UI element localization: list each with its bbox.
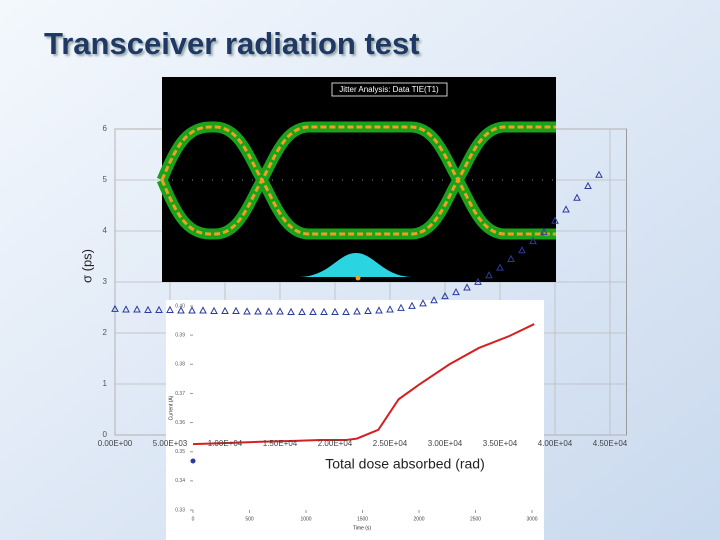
data-line	[192, 323, 535, 446]
eye-histogram	[300, 253, 412, 277]
data-point	[419, 299, 427, 307]
x-tick-label: 2.50E+04	[373, 439, 408, 448]
data-point	[243, 307, 251, 315]
data-point	[562, 205, 570, 213]
data-point	[232, 306, 240, 314]
data-point	[452, 287, 460, 296]
y-tick-label: 4	[103, 226, 108, 235]
data-point	[122, 305, 130, 313]
y-tick-label: 1	[103, 379, 108, 388]
data-point	[518, 246, 526, 254]
data-point	[485, 271, 493, 279]
data-point	[210, 306, 218, 314]
eye-trace	[160, 125, 556, 236]
eye-title: Jitter Analysis: Data TIE(T1)	[339, 85, 439, 94]
data-point	[430, 296, 438, 304]
data-point	[375, 306, 383, 314]
data-point	[199, 306, 207, 314]
data-point	[133, 305, 141, 313]
data-point	[342, 307, 350, 315]
y-tick-label: 0.40	[175, 303, 185, 309]
x-axis-label: Total dose absorbed (rad)	[325, 456, 485, 472]
inset-chart: 0 500 1000 1500 2000 2500 3000 Time (s) Current …	[166, 300, 544, 540]
y-axis-label: Current (A)	[168, 395, 174, 420]
x-tick-label: 1000	[300, 516, 311, 522]
data-point	[441, 292, 449, 300]
data-point	[254, 307, 262, 315]
y-tick-label: 0.33	[175, 507, 185, 513]
data-point	[190, 458, 196, 464]
data-point	[177, 306, 185, 314]
inset-background	[166, 300, 544, 540]
x-axis-label: Time (s)	[353, 525, 371, 531]
data-point	[265, 307, 273, 315]
slide-title: Transceiver radiation test	[44, 26, 420, 61]
eye-marker	[355, 275, 361, 281]
data-point	[276, 307, 284, 315]
y-tick-label: 0.37	[175, 391, 185, 397]
x-tick-label: 3.50E+04	[483, 439, 518, 448]
data-point	[188, 306, 196, 314]
data-point	[573, 193, 581, 201]
y-tick-label: 0.35	[175, 449, 185, 455]
x-tick-label: 1500	[357, 516, 368, 522]
x-tick-label: 5.00E+03	[153, 439, 188, 448]
data-point	[496, 263, 504, 271]
data-point	[408, 301, 416, 309]
eye-title-box	[331, 82, 448, 97]
y-tick-label: 6	[103, 124, 108, 133]
data-point	[309, 307, 317, 315]
x-tick-label: 3000	[526, 516, 537, 522]
y-tick-label: 2	[103, 328, 108, 337]
data-point	[364, 306, 372, 314]
y-tick-label: 0.38	[175, 362, 185, 368]
data-point	[540, 227, 548, 235]
y-tick-label: 0.36	[175, 420, 185, 426]
x-tick-label: 0	[192, 516, 195, 522]
eye-traces	[156, 121, 556, 240]
x-tick-label: 3.00E+04	[428, 439, 463, 448]
data-point	[463, 283, 471, 291]
x-tick-label: 500	[245, 516, 254, 522]
data-point	[320, 307, 328, 315]
x-tick-label: 2.00E+04	[318, 439, 353, 448]
eye-background	[162, 77, 556, 282]
data-point	[221, 306, 229, 314]
data-point	[529, 236, 537, 245]
data-point	[331, 307, 339, 315]
data-point	[353, 307, 361, 315]
data-point	[595, 170, 603, 178]
inset-overlay: 0 500 1000 1500 2000 2500 3000 Time (s) Current …	[168, 323, 538, 531]
y-axis-label: σ (ps)	[79, 249, 94, 283]
y-tick-label: 0	[103, 430, 108, 439]
y-tick-label: 3	[103, 277, 108, 286]
data-point	[287, 307, 295, 315]
data-point	[397, 303, 405, 311]
main-chart-overlay: 0.00E+00 5.00E+03 1.00E+04 1.50E+04 2.00E+04…	[79, 170, 628, 472]
data-point	[298, 307, 306, 315]
y-tick-label: 0.34	[175, 478, 185, 484]
data-point	[111, 304, 119, 312]
eye-trace	[160, 125, 556, 236]
x-tick-label: 2000	[413, 516, 424, 522]
data-point	[584, 181, 592, 190]
x-tick-label: 4.50E+04	[593, 439, 628, 448]
x-tick-label: 1.50E+04	[263, 439, 298, 448]
eye-diagram: Jitter Analysis: Data TIE(T1)	[156, 77, 556, 282]
x-tick-label: 2500	[470, 516, 481, 522]
x-tick-label: 0.00E+00	[98, 439, 133, 448]
x-tick-label: 4.00E+04	[538, 439, 573, 448]
data-point	[551, 216, 559, 224]
data-point	[144, 305, 152, 313]
x-tick-label: 1.00E+04	[208, 439, 243, 448]
y-tick-label: 0.39	[175, 332, 185, 338]
data-point	[155, 305, 163, 313]
y-tick-label: 5	[103, 175, 108, 184]
data-point	[507, 254, 515, 262]
data-point	[474, 277, 482, 285]
data-point	[166, 305, 174, 313]
data-point	[386, 305, 394, 313]
